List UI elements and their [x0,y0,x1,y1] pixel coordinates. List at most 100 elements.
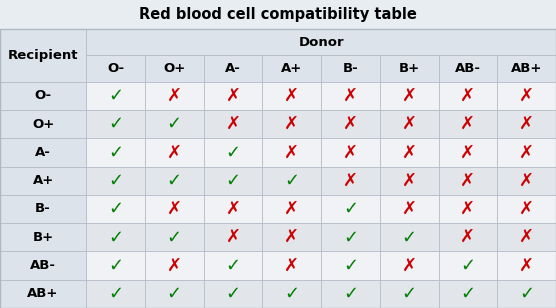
Bar [203,251,262,280]
Bar [497,280,556,308]
Text: ✓: ✓ [460,285,475,303]
Bar [439,138,497,167]
Bar [380,251,439,280]
Bar [262,110,321,138]
Bar [86,110,145,138]
Bar [145,138,203,167]
Text: A+: A+ [32,174,54,187]
Bar [439,223,497,251]
Bar [86,29,556,55]
Bar [321,138,380,167]
Text: ✗: ✗ [167,143,182,161]
Text: ✗: ✗ [460,228,475,246]
Text: ✗: ✗ [519,87,534,105]
Text: ✓: ✓ [401,285,417,303]
Bar [86,55,145,82]
Bar [86,167,145,195]
Bar [497,138,556,167]
Text: ✓: ✓ [225,257,241,274]
Text: ✓: ✓ [108,257,123,274]
Text: ✗: ✗ [519,257,534,274]
Text: ✗: ✗ [460,87,475,105]
Bar [321,55,380,82]
Bar [497,195,556,223]
Text: B-: B- [35,202,51,216]
Text: Donor: Donor [298,36,344,49]
Text: ✗: ✗ [167,200,182,218]
Bar [145,195,203,223]
Text: B-: B- [342,62,358,75]
Bar [86,223,145,251]
Text: AB-: AB- [455,62,481,75]
Bar [0,195,86,223]
Text: ✗: ✗ [519,143,534,161]
Text: ✗: ✗ [167,87,182,105]
Text: ✗: ✗ [284,200,299,218]
Text: ✓: ✓ [167,115,182,133]
Bar [262,223,321,251]
Bar [321,110,380,138]
Bar [262,138,321,167]
Bar [380,110,439,138]
Text: ✗: ✗ [401,200,417,218]
Text: O+: O+ [163,62,185,75]
Text: ✗: ✗ [460,172,475,190]
Text: ✓: ✓ [108,115,123,133]
Text: ✗: ✗ [225,228,241,246]
Bar [203,138,262,167]
Text: ✓: ✓ [108,228,123,246]
Text: ✗: ✗ [519,200,534,218]
Text: ✗: ✗ [460,200,475,218]
Bar [439,110,497,138]
Bar [380,167,439,195]
Text: ✓: ✓ [284,285,299,303]
Bar [262,167,321,195]
Bar [380,138,439,167]
Bar [380,280,439,308]
Bar [380,55,439,82]
Bar [380,223,439,251]
Bar [321,251,380,280]
Text: ✗: ✗ [343,115,358,133]
Text: ✗: ✗ [225,87,241,105]
Text: ✓: ✓ [343,257,358,274]
Bar [321,167,380,195]
Bar [203,82,262,110]
Text: ✗: ✗ [343,172,358,190]
Text: AB-: AB- [30,259,56,272]
Text: ✗: ✗ [284,115,299,133]
Bar [86,251,145,280]
Bar [0,223,86,251]
Bar [145,55,203,82]
Text: ✗: ✗ [225,200,241,218]
Text: ✗: ✗ [519,172,534,190]
Text: ✗: ✗ [460,143,475,161]
Text: ✓: ✓ [225,285,241,303]
Text: AB+: AB+ [27,287,59,300]
Bar [262,280,321,308]
Text: ✓: ✓ [167,285,182,303]
Text: Red blood cell compatibility table: Red blood cell compatibility table [139,7,417,22]
Bar [0,138,86,167]
Text: AB+: AB+ [511,62,542,75]
Bar [0,29,86,82]
Bar [439,251,497,280]
Bar [262,195,321,223]
Text: ✗: ✗ [225,115,241,133]
Bar [145,110,203,138]
Bar [0,167,86,195]
Text: ✗: ✗ [284,143,299,161]
Bar [262,55,321,82]
Text: ✗: ✗ [401,143,417,161]
Text: ✓: ✓ [343,228,358,246]
Text: ✗: ✗ [343,87,358,105]
Text: A-: A- [225,62,241,75]
Text: ✗: ✗ [519,228,534,246]
Bar [439,195,497,223]
Text: O+: O+ [32,118,54,131]
Bar [0,110,86,138]
Text: ✓: ✓ [284,172,299,190]
Bar [86,195,145,223]
Bar [439,82,497,110]
Bar [86,82,145,110]
